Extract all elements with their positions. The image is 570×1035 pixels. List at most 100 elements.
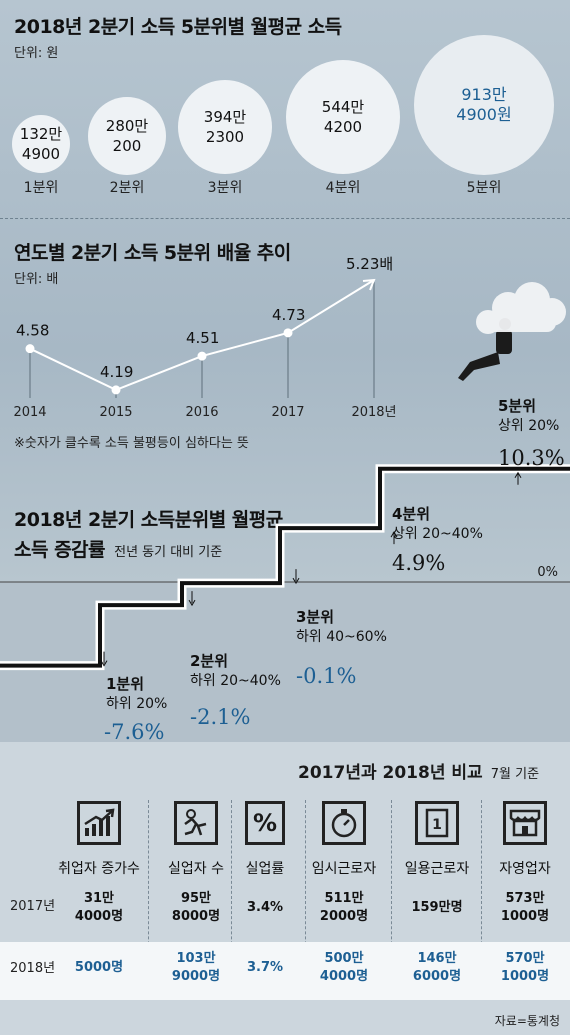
- ratio-x-tick: 2014: [13, 405, 46, 420]
- running-person-icon: [174, 801, 218, 845]
- bubble-q3-label: 3분위: [207, 180, 243, 196]
- column-header: 자영업자: [499, 861, 551, 877]
- storefront-icon: [503, 801, 547, 845]
- ratio-x-tick: 2015: [99, 405, 132, 420]
- ratio-note: ※숫자가 클수록 소득 불평등이 심하다는 뜻: [14, 436, 249, 451]
- ratio-data-label: 4.58: [16, 322, 49, 340]
- column-divider: [304, 800, 306, 1000]
- step-q5-value: 10.3%: [498, 446, 565, 470]
- bubble-q2-line1: 280만: [105, 117, 149, 135]
- column-divider: [481, 800, 482, 1000]
- growth-title-line2-wrap: 소득 증감률 전년 동기 대비 기준: [14, 535, 222, 562]
- ratio-unit: 단위: 배: [14, 272, 59, 287]
- ratio-point: [283, 328, 293, 338]
- bubble-q3-line2: 2300: [205, 128, 245, 146]
- step-q1-name: 1분위: [106, 675, 145, 693]
- step-q1-label: 1분위 하위 20%: [106, 675, 167, 714]
- step-q1-range: 하위 20%: [106, 696, 168, 712]
- cell-2017: 3.4%: [246, 900, 284, 915]
- row-label-2017: 2017년: [10, 899, 56, 914]
- ratio-data-label: 4.73: [272, 306, 305, 324]
- cell-2017: 159만명: [411, 900, 463, 915]
- step-q5-label: 5분위 상위 20%: [498, 397, 559, 436]
- ratio-title: 연도별 2분기 소득 5분위 배율 추이: [14, 242, 291, 264]
- stopwatch-icon: [322, 801, 366, 845]
- step-marker-arrow: [514, 471, 522, 478]
- step-q2-range: 하위 20~40%: [190, 673, 281, 689]
- growth-title-line1: 2018년 2분기 소득분위별 월평균: [14, 509, 283, 531]
- bubble-q1: 132만 4900: [12, 115, 70, 173]
- income-unit: 단위: 원: [14, 46, 59, 61]
- compare-subtitle: 7월 기준: [490, 767, 540, 782]
- step-q2-label: 2분위 하위 20~40%: [190, 652, 281, 691]
- bubble-q5-line2: 4900원: [456, 105, 512, 124]
- calendar-day-icon: 1: [415, 801, 459, 845]
- ratio-x-tick: 2018년: [351, 405, 396, 420]
- step-q2-name: 2분위: [190, 652, 229, 670]
- bubble-q2-line2: 200: [112, 137, 142, 155]
- step-line: [0, 466, 570, 668]
- step-q5-range: 상위 20%: [498, 418, 560, 434]
- bubble-q4-line2: 4200: [323, 118, 363, 136]
- cell-2018: 570만 1000명: [500, 951, 550, 984]
- column-divider: [147, 800, 149, 1000]
- row-2018-background: [0, 942, 570, 1000]
- ratio-x-tick: 2017: [271, 405, 304, 420]
- step-q3-range: 하위 40~60%: [296, 629, 387, 645]
- step-q5-name: 5분위: [498, 397, 537, 415]
- percent-icon: %: [245, 801, 285, 845]
- section-divider-1: [0, 218, 570, 219]
- bubble-q4-label: 4분위: [325, 180, 361, 196]
- column-header: 임시근로자: [311, 861, 377, 877]
- svg-text:1: 1: [432, 817, 442, 833]
- bubble-q5-label: 5분위: [466, 180, 502, 196]
- bubble-q3: 394만 2300: [178, 80, 272, 174]
- step-q2-value: -2.1%: [190, 705, 251, 729]
- cell-2017: 31만 4000명: [74, 891, 124, 924]
- column-header: 실업률: [245, 861, 285, 877]
- cloud-icon: [476, 282, 566, 334]
- column-header: 실업자 수: [168, 861, 224, 877]
- bubble-q1-line2: 4900: [21, 145, 61, 163]
- income-title: 2018년 2분기 소득 5분위별 월평균 소득: [14, 16, 342, 38]
- step-q4-label: 4분위 상위 20~40%: [392, 505, 483, 544]
- compare-heading: 2017년과 2018년 비교 7월 기준: [298, 758, 539, 783]
- step-q3-name: 3분위: [296, 608, 335, 626]
- source-credit: 자료=통계청: [494, 1014, 560, 1028]
- cell-2018: 146만 6000명: [412, 951, 462, 984]
- bubble-q4-line1: 544만: [321, 98, 365, 116]
- cell-2017: 573만 1000명: [500, 891, 550, 924]
- column-header: 일용근로자: [404, 861, 470, 877]
- cell-2018: 3.7%: [246, 960, 284, 975]
- cell-2017: 95만 8000명: [171, 891, 221, 924]
- step-q3-label: 3분위 하위 40~60%: [296, 608, 387, 647]
- bubble-q4: 544만 4200: [286, 60, 400, 174]
- ratio-x-tick: 2016: [185, 405, 218, 420]
- cell-2018: 103만 9000명: [171, 951, 221, 984]
- column-divider: [230, 800, 232, 1000]
- column-divider: [390, 800, 392, 1000]
- cell-2018: 5000명: [74, 960, 124, 975]
- step-q4-value: 4.9%: [392, 551, 446, 575]
- growth-chart-icon: [77, 801, 121, 845]
- growth-title-line2: 소득 증감률: [14, 539, 106, 561]
- bubble-q1-label: 1분위: [23, 180, 59, 196]
- bubble-q2-label: 2분위: [109, 180, 145, 196]
- compare-title: 2017년과 2018년 비교: [298, 763, 483, 783]
- step-marker-arrow: [188, 599, 196, 607]
- step-q4-name: 4분위: [392, 505, 431, 523]
- ratio-data-label: 4.51: [186, 329, 219, 347]
- step-marker-arrow: [100, 660, 108, 667]
- zero-label: 0%: [537, 565, 558, 580]
- bubble-q5: 913만 4900원: [414, 35, 554, 175]
- ratio-data-label: 4.19: [100, 363, 133, 381]
- ratio-arrowhead: [362, 278, 376, 291]
- step-marker-arrow: [292, 577, 300, 585]
- ratio-point: [197, 351, 207, 361]
- bubble-q5-line1: 913만: [461, 85, 507, 104]
- ratio-point: [25, 344, 35, 354]
- bubble-q2: 280만 200: [88, 97, 166, 175]
- ratio-point: [111, 385, 121, 395]
